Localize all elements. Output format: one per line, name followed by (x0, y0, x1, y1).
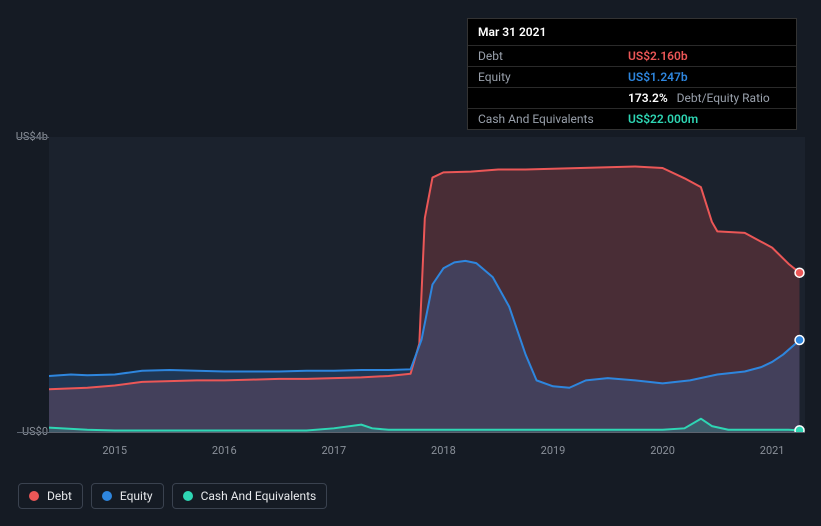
tooltip-row-label: Debt (478, 49, 628, 63)
chart-legend: Debt Equity Cash And Equivalents (18, 483, 327, 509)
legend-item-equity[interactable]: Equity (91, 483, 164, 509)
legend-swatch (29, 491, 39, 501)
x-tick-label: 2015 (102, 444, 127, 457)
tooltip-row: Cash And EquivalentsUS$22.000m (468, 108, 796, 129)
marker-end-cash (795, 426, 804, 432)
chart-svg (49, 137, 805, 432)
x-tick-label: 2016 (212, 444, 237, 457)
legend-swatch (102, 491, 112, 501)
x-tick-label: 2020 (650, 444, 675, 457)
tooltip-row-value: 173.2% Debt/Equity Ratio (628, 91, 770, 105)
legend-label: Cash And Equivalents (201, 489, 317, 503)
x-tick-label: 2018 (431, 444, 456, 457)
marker-end-equity (795, 336, 804, 345)
tooltip-row-label: Cash And Equivalents (478, 112, 628, 126)
legend-swatch (183, 491, 193, 501)
chart-plot-area[interactable] (49, 137, 805, 432)
chart-tooltip: Mar 31 2021 DebtUS$2.160bEquityUS$1.247b… (467, 18, 797, 130)
tooltip-row-label: Equity (478, 70, 628, 84)
tooltip-row-label (478, 91, 628, 105)
x-tick-label: 2017 (321, 444, 346, 457)
tooltip-row-value: US$22.000m (628, 112, 698, 126)
x-tick-label: 2019 (541, 444, 566, 457)
tooltip-date: Mar 31 2021 (468, 19, 796, 45)
y-gridline (17, 432, 805, 433)
legend-item-debt[interactable]: Debt (18, 483, 83, 509)
tooltip-row-extra: Debt/Equity Ratio (674, 91, 770, 105)
marker-end-debt (795, 268, 804, 277)
x-tick-label: 2021 (760, 444, 785, 457)
legend-item-cash[interactable]: Cash And Equivalents (172, 483, 328, 509)
tooltip-row: DebtUS$2.160b (468, 45, 796, 66)
tooltip-row-value: US$2.160b (628, 49, 688, 63)
tooltip-row: EquityUS$1.247b (468, 66, 796, 87)
tooltip-row-value: US$1.247b (628, 70, 688, 84)
legend-label: Equity (120, 489, 153, 503)
tooltip-row: 173.2% Debt/Equity Ratio (468, 87, 796, 108)
legend-label: Debt (47, 489, 72, 503)
